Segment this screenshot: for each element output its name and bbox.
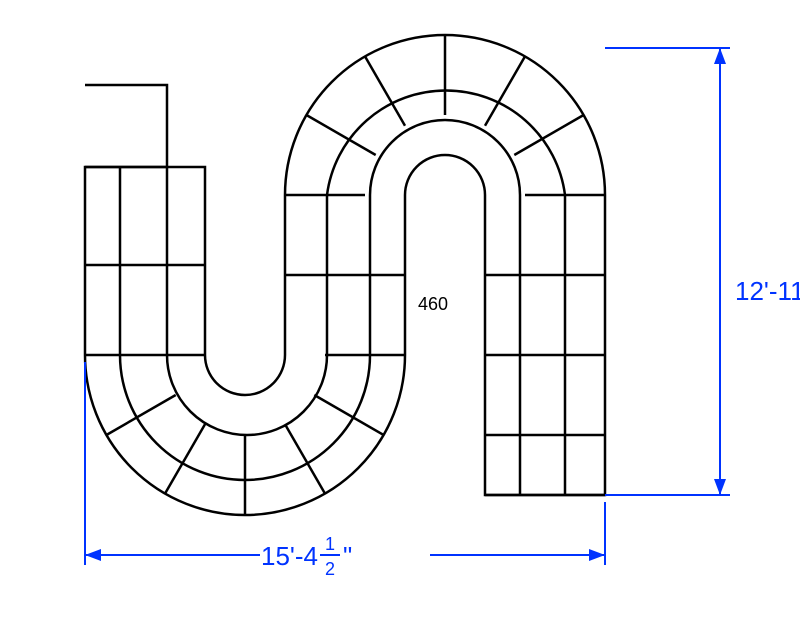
right-column-segments xyxy=(485,275,605,495)
width-label: 15'-4 1 2 " xyxy=(260,530,430,580)
width-frac-num: 1 xyxy=(325,534,335,554)
left-arc-segments xyxy=(85,355,405,515)
width-prefix: 15'-4 xyxy=(261,541,318,571)
dimension-width: 15'-4 1 2 " xyxy=(85,362,605,580)
s-shape xyxy=(85,35,605,515)
height-label: 12'-11" xyxy=(735,276,800,306)
width-frac-den: 2 xyxy=(325,559,335,579)
center-label: 460 xyxy=(418,294,448,314)
width-suffix: " xyxy=(343,541,352,571)
mid-column-segments xyxy=(85,265,405,275)
dimension-height: 12'-11" xyxy=(605,48,800,495)
diagram-canvas: 460 12'-11" 15'-4 1 2 " xyxy=(0,0,800,635)
